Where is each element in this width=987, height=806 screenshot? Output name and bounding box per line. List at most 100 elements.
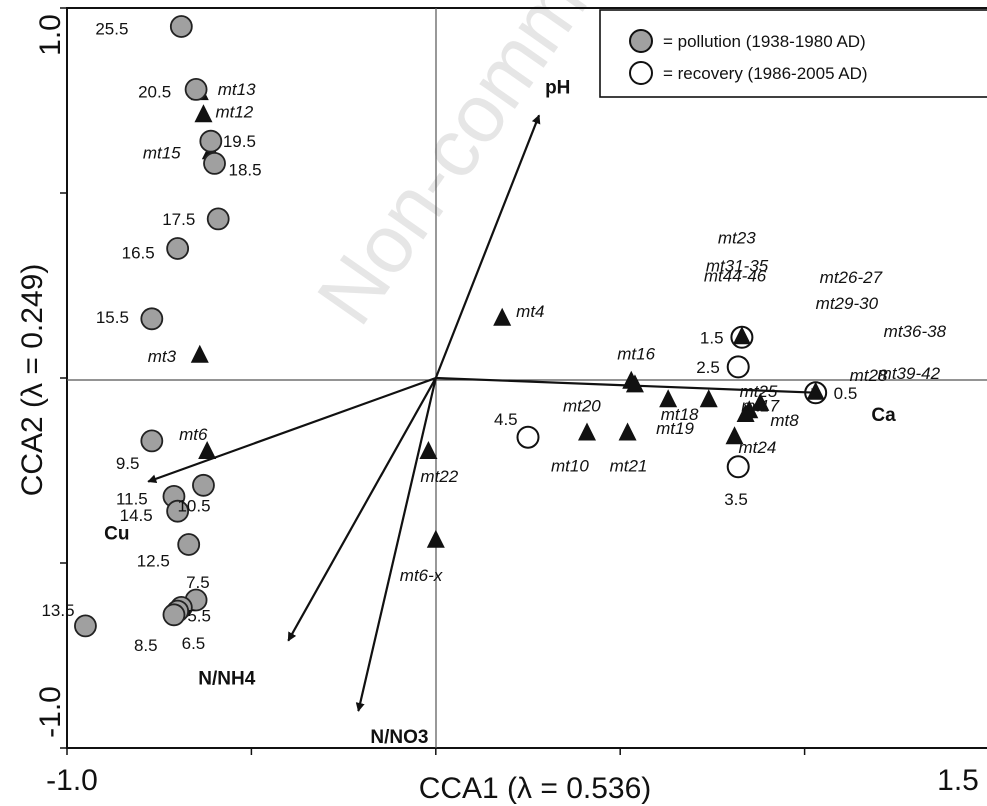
species-label-mt44-46: mt44-46: [704, 266, 767, 285]
species-marker-mt26-27: [806, 381, 825, 400]
sample-label-18-5: 18.5: [229, 160, 262, 179]
sample-label-15-5: 15.5: [96, 308, 129, 327]
y-tick-label-min: -1.0: [34, 686, 67, 738]
species-marker-mt10: [578, 422, 597, 441]
legend-marker-pollution: [629, 29, 653, 53]
env-vector-n-no3: [355, 377, 437, 712]
sample-label-5-5: 5.5: [187, 606, 211, 625]
species-label-mt16: mt16: [617, 345, 655, 364]
species-label-mt18: mt18: [661, 405, 699, 424]
species-label-mt21: mt21: [610, 457, 648, 476]
species-label-mt28: mt28: [850, 366, 888, 385]
sample-marker-pollution-15-5: [140, 307, 164, 331]
species-label-mt23: mt23: [718, 228, 756, 247]
legend-box: [599, 9, 987, 98]
sample-label-13-5: 13.5: [41, 601, 74, 620]
env-vector-cu: [147, 376, 437, 484]
species-label-mt3: mt3: [148, 347, 177, 366]
sample-marker-recovery-0-5: [804, 381, 828, 405]
species-label-mt12: mt12: [215, 102, 253, 121]
sample-marker-pollution-13-5: [74, 614, 97, 638]
species-label-mt29-30: mt29-30: [816, 294, 879, 313]
sample-marker-pollution-20-5: [184, 78, 208, 101]
sample-label-9-5: 9.5: [116, 454, 140, 473]
sample-marker-pollution-18-5: [203, 151, 226, 175]
sample-label-7-5: 7.5: [186, 573, 210, 592]
sample-label-12-5: 12.5: [137, 552, 170, 571]
species-label-mt8: mt8: [770, 411, 799, 430]
env-label-cu: Cu: [104, 524, 129, 545]
env-label-ca: Ca: [871, 405, 896, 426]
species-label-mt31-35: mt31-35: [706, 256, 769, 275]
sample-marker-pollution-16-5: [166, 237, 190, 260]
species-marker-mt8: [751, 392, 770, 411]
species-label-mt17: mt17: [741, 396, 779, 415]
species-marker-mt22: [419, 441, 438, 459]
env-label-n-nh4: N/NH4: [198, 669, 255, 690]
species-label-mt6: mt6: [179, 425, 208, 444]
x-tick-label-max: 1.5: [937, 764, 979, 797]
species-label-mt19: mt19: [656, 419, 694, 438]
species-marker-mt24: [725, 426, 744, 445]
legend-label-pollution: = pollution (1938-1980 AD): [663, 32, 866, 51]
species-label-mt6-x: mt6-x: [400, 566, 443, 585]
sample-label-16-5: 16.5: [122, 244, 155, 263]
sample-marker-pollution-9-5: [140, 429, 164, 453]
species-label-mt13: mt13: [218, 80, 256, 99]
sample-label-19-5: 19.5: [223, 132, 256, 151]
species-label-mt15: mt15: [143, 143, 181, 162]
species-marker-mt6: [198, 441, 217, 459]
species-label-mt26-27: mt26-27: [820, 268, 883, 287]
legend-marker-recovery: [629, 61, 653, 85]
species-marker-mt4: [493, 307, 512, 326]
species-label-mt4: mt4: [516, 302, 544, 321]
sample-marker-recovery-1-5: [730, 325, 754, 349]
y-axis-title: CCA2 (λ = 0.249): [16, 264, 49, 497]
environmental-vectors: pH Ca Cu N/NH4 N/NO3: [104, 77, 896, 748]
sample-label-11-5: 11.5: [116, 489, 148, 508]
env-label-n-no3: N/NO3: [370, 727, 428, 748]
env-vector-ph: [434, 114, 541, 379]
sample-label-0-5: 0.5: [834, 384, 858, 403]
axis-ticks: [60, 7, 806, 755]
species-label-mt36-38: mt36-38: [884, 322, 947, 341]
species-markers: [190, 82, 825, 548]
legend: = pollution (1938-1980 AD) = recovery (1…: [599, 9, 987, 98]
sample-marker-pollution-10-5: [192, 473, 215, 497]
sample-label-14-5: 14.5: [120, 506, 153, 525]
sample-marker-pollution-25-5: [169, 15, 193, 38]
sample-marker-recovery-2-5: [726, 355, 750, 379]
sample-markers: [74, 15, 828, 638]
species-label-mt10: mt10: [551, 457, 589, 476]
sample-label-8-5: 8.5: [134, 636, 158, 655]
sample-label-6-5: 6.5: [182, 634, 206, 653]
species-marker-mt3: [190, 344, 209, 363]
env-vector-n-nh4: [287, 377, 437, 642]
env-label-ph: pH: [545, 77, 570, 98]
sample-marker-recovery-4-5: [516, 425, 540, 449]
species-label-mt39-42: mt39-42: [878, 364, 941, 383]
y-tick-label-max: 1.0: [34, 14, 67, 56]
species-marker-mt6-x: [426, 529, 445, 548]
x-tick-label-min: -1.0: [46, 764, 98, 797]
sample-label-20-5: 20.5: [138, 82, 171, 101]
sample-label-4-5: 4.5: [494, 410, 518, 429]
species-marker-mt21: [618, 422, 637, 441]
point-labels: 25.520.519.518.517.516.515.59.510.511.51…: [41, 20, 946, 655]
sample-label-17-5: 17.5: [162, 210, 195, 229]
sample-label-25-5: 25.5: [95, 20, 128, 39]
sample-label-1-5: 1.5: [700, 328, 724, 347]
species-marker-mt18: [699, 389, 718, 408]
species-label-mt24: mt24: [739, 438, 777, 457]
species-marker-mt19: [659, 389, 678, 408]
species-label-mt22: mt22: [420, 467, 458, 486]
sample-marker-pollution-19-5: [199, 129, 223, 153]
sample-label-10-5: 10.5: [177, 496, 210, 515]
species-marker-mt23: [732, 326, 751, 345]
sample-marker-pollution-14-5: [166, 499, 190, 523]
species-label-mt25: mt25: [740, 382, 778, 401]
species-marker-mt25: [736, 404, 755, 422]
legend-label-recovery: = recovery (1986-2005 AD): [663, 64, 868, 83]
sample-label-3-5: 3.5: [724, 490, 748, 509]
